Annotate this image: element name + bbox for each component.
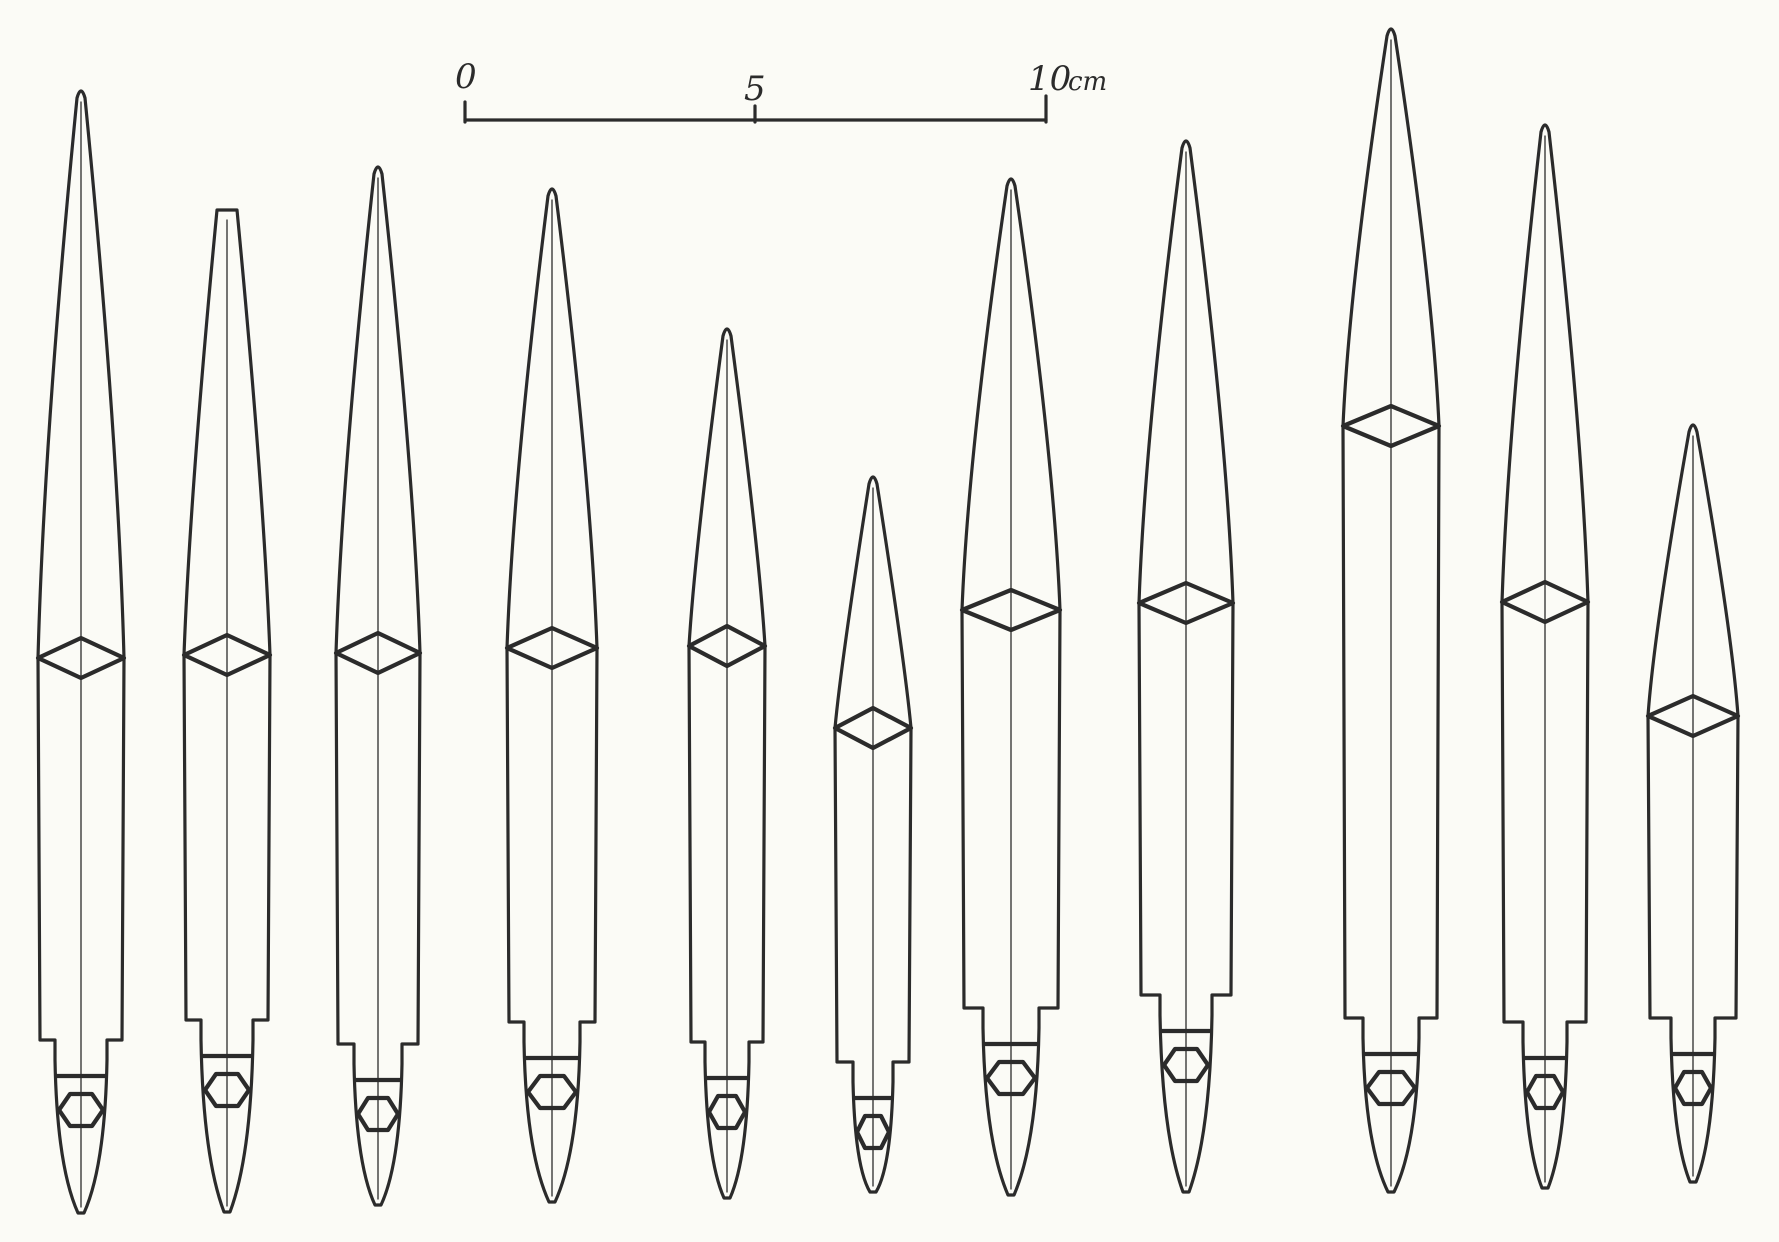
scale-label-5: 5 [744,69,766,109]
cross-section-hexagon [355,1095,401,1133]
cross-section-hexagon [1364,1069,1418,1107]
cross-section-diamond [686,623,768,669]
cross-section-diamond [333,630,423,676]
arrowhead-9 [1340,27,1442,1194]
cross-section-hexagon [1524,1073,1566,1111]
arrowhead-4 [504,187,600,1204]
scale-bar: 0 5 10 cm [455,57,1107,124]
scale-unit-label: cm [1068,67,1107,97]
cross-section-diamond [1340,403,1442,449]
arrowhead-outline [334,165,422,1207]
cross-section-diamond [35,635,127,681]
arrowhead-2 [181,208,273,1214]
scale-label-10: 10 [1028,59,1071,99]
arrowheads-group [35,27,1741,1215]
cross-section-hexagon [56,1091,106,1129]
arrowhead-outline [1137,139,1235,1194]
arrowhead-11 [1645,423,1741,1184]
cross-section-hexagon [525,1073,579,1111]
cross-section-hexagon [1672,1069,1714,1107]
arrowhead-outline [36,89,126,1215]
arrowhead-6 [832,475,914,1194]
cross-section-hexagon [202,1071,252,1109]
arrowhead-outline [833,475,913,1194]
arrowhead-outline [505,187,599,1204]
cross-section-diamond [1499,579,1591,625]
arrowhead-10 [1499,123,1591,1190]
arrowhead-outline [1646,423,1740,1184]
arrowhead-7 [959,177,1063,1197]
arrowhead-3 [333,165,423,1207]
arrowhead-outline [1341,27,1441,1194]
cross-section-diamond [504,625,600,671]
cross-section-hexagon [706,1093,748,1131]
arrowhead-8 [1136,139,1236,1194]
arrowhead-5 [686,327,768,1200]
cross-section-diamond [1645,693,1741,739]
cross-section-hexagon [1161,1046,1211,1084]
cross-section-diamond [181,632,273,678]
cross-section-hexagon [854,1113,892,1151]
arrowhead-outline [182,208,272,1214]
cross-section-diamond [959,587,1063,633]
scale-label-0: 0 [455,57,477,97]
cross-section-diamond [1136,580,1236,626]
arrowhead-outline [687,327,767,1200]
cross-section-diamond [832,705,914,751]
arrowhead-outline [960,177,1062,1197]
arrowhead-1 [35,89,127,1215]
cross-section-hexagon [984,1059,1038,1097]
arrowhead-outline [1500,123,1590,1190]
